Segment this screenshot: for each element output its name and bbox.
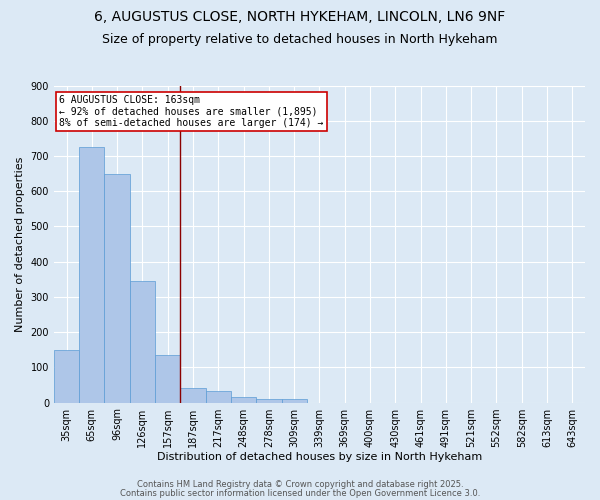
Bar (104, 174, 130, 402)
Bar (256, 399, 281, 402)
Text: Contains public sector information licensed under the Open Government Licence 3.: Contains public sector information licen… (120, 488, 480, 498)
Text: 6 AUGUSTUS CLOSE: 163sqm
← 92% of detached houses are smaller (1,895)
8% of semi: 6 AUGUSTUS CLOSE: 163sqm ← 92% of detach… (59, 95, 323, 128)
Bar (206, 392, 231, 402)
Text: Size of property relative to detached houses in North Hykeham: Size of property relative to detached ho… (102, 32, 498, 46)
Text: 6, AUGUSTUS CLOSE, NORTH HYKEHAM, LINCOLN, LN6 9NF: 6, AUGUSTUS CLOSE, NORTH HYKEHAM, LINCOL… (94, 10, 506, 24)
X-axis label: Distribution of detached houses by size in North Hykeham: Distribution of detached houses by size … (157, 452, 482, 462)
Text: Contains HM Land Registry data © Crown copyright and database right 2025.: Contains HM Land Registry data © Crown c… (137, 480, 463, 489)
Bar (79, 147, 104, 403)
Bar (130, 281, 155, 402)
Bar (231, 398, 256, 402)
Bar (155, 355, 181, 403)
Bar (54, 350, 79, 403)
Y-axis label: Number of detached properties: Number of detached properties (15, 156, 25, 332)
Bar (181, 388, 206, 402)
Bar (281, 399, 307, 402)
